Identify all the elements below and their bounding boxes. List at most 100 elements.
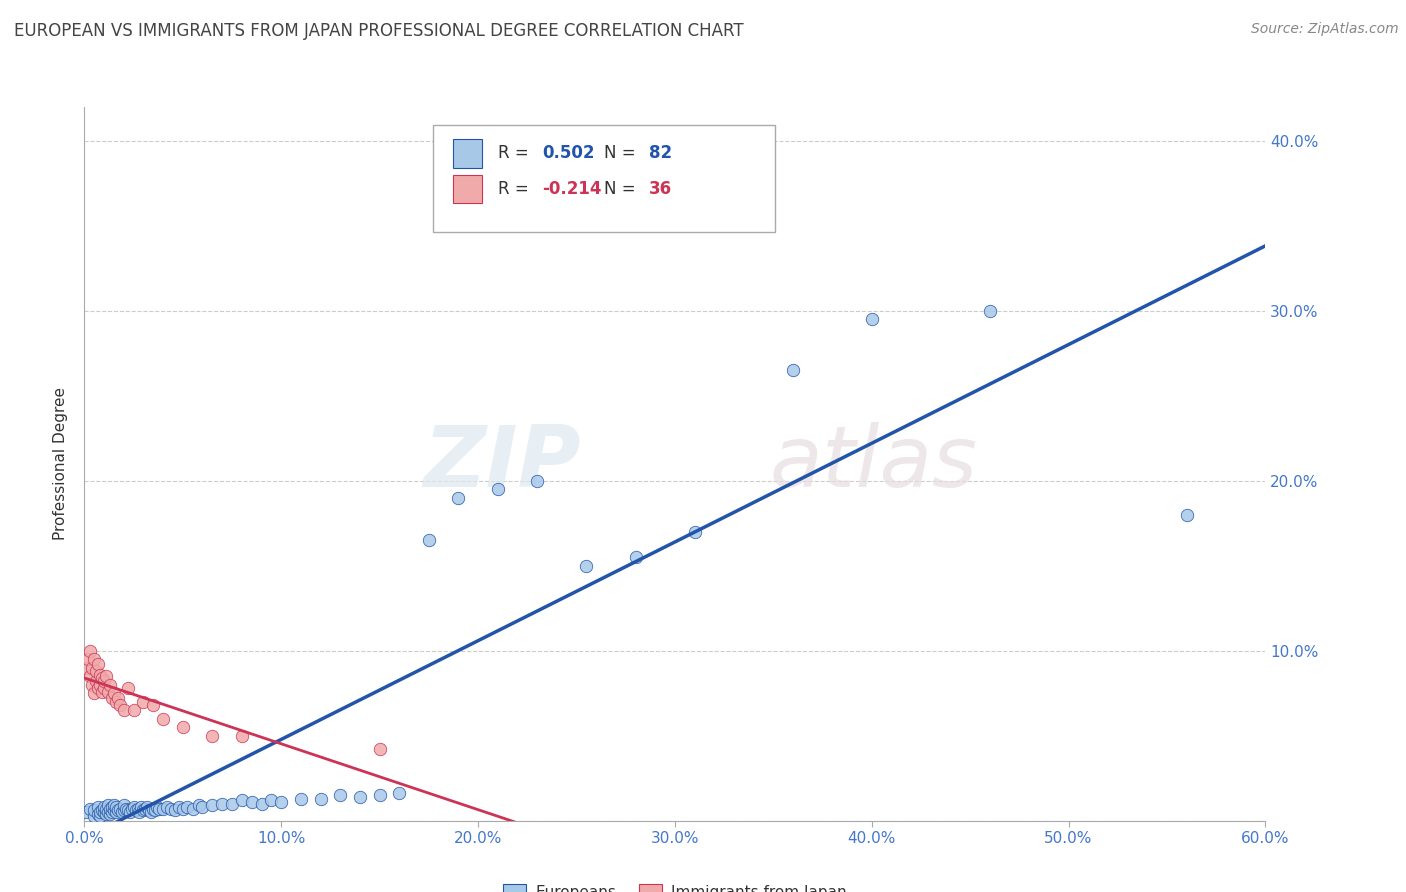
Point xyxy=(84,664,107,678)
Point xyxy=(132,804,155,818)
Point xyxy=(156,800,179,814)
Point xyxy=(75,805,97,819)
Point xyxy=(270,795,292,809)
Point xyxy=(388,787,411,801)
FancyBboxPatch shape xyxy=(453,175,482,203)
Legend: Europeans, Immigrants from Japan: Europeans, Immigrants from Japan xyxy=(496,878,853,892)
Point xyxy=(132,695,155,709)
Point xyxy=(83,652,105,666)
Point xyxy=(91,684,114,698)
Point xyxy=(418,533,440,548)
Point xyxy=(231,793,253,807)
Point xyxy=(368,788,391,802)
Point xyxy=(82,661,104,675)
FancyBboxPatch shape xyxy=(433,125,775,232)
Point xyxy=(181,802,204,816)
Point xyxy=(93,681,115,695)
Point xyxy=(79,644,101,658)
Text: N =: N = xyxy=(605,145,641,162)
Point xyxy=(97,805,120,819)
Point xyxy=(290,791,312,805)
Point xyxy=(104,800,127,814)
Point xyxy=(782,363,804,377)
Point xyxy=(93,674,115,689)
Point xyxy=(104,805,127,819)
Point xyxy=(250,797,273,811)
Point xyxy=(97,684,120,698)
Point xyxy=(117,804,139,818)
Text: 82: 82 xyxy=(650,145,672,162)
Text: 36: 36 xyxy=(650,180,672,198)
Text: atlas: atlas xyxy=(769,422,977,506)
Text: R =: R = xyxy=(498,145,534,162)
Point xyxy=(231,729,253,743)
Text: ZIP: ZIP xyxy=(423,422,581,506)
Text: EUROPEAN VS IMMIGRANTS FROM JAPAN PROFESSIONAL DEGREE CORRELATION CHART: EUROPEAN VS IMMIGRANTS FROM JAPAN PROFES… xyxy=(14,22,744,40)
Point xyxy=(91,804,114,818)
Point xyxy=(87,800,110,814)
Point xyxy=(117,681,139,695)
Point xyxy=(94,802,117,816)
Point xyxy=(98,802,121,816)
Point xyxy=(118,805,141,819)
Point xyxy=(89,667,111,681)
Point xyxy=(98,806,121,821)
Point xyxy=(349,789,371,804)
Point xyxy=(526,474,548,488)
Point xyxy=(101,805,124,819)
Point xyxy=(83,686,105,700)
Point xyxy=(1175,508,1198,522)
Point xyxy=(142,698,165,712)
Point xyxy=(146,800,169,814)
Point xyxy=(101,800,124,814)
Point xyxy=(172,802,194,816)
FancyBboxPatch shape xyxy=(453,139,482,168)
Point xyxy=(89,808,111,822)
Point xyxy=(447,491,470,505)
Point xyxy=(163,804,186,818)
Point xyxy=(114,802,136,816)
Point xyxy=(201,798,224,813)
Point xyxy=(201,729,224,743)
Point xyxy=(187,798,209,813)
Point xyxy=(128,805,150,819)
Point xyxy=(143,804,166,818)
Point xyxy=(107,691,129,706)
Point xyxy=(108,698,131,712)
Point xyxy=(683,524,706,539)
Point xyxy=(134,802,156,816)
Point xyxy=(94,806,117,821)
Point xyxy=(136,800,159,814)
Point xyxy=(148,802,170,816)
Point xyxy=(97,798,120,813)
Point xyxy=(89,805,111,819)
Point xyxy=(121,802,143,816)
Point xyxy=(124,804,146,818)
Point xyxy=(240,795,263,809)
Text: Source: ZipAtlas.com: Source: ZipAtlas.com xyxy=(1251,22,1399,37)
Point xyxy=(112,703,135,717)
Point xyxy=(309,791,332,805)
Point xyxy=(103,804,125,818)
Point xyxy=(84,674,107,689)
Point xyxy=(221,797,243,811)
Point xyxy=(575,558,598,573)
Point xyxy=(103,686,125,700)
Point xyxy=(160,802,183,816)
Point xyxy=(486,483,509,497)
Point xyxy=(260,793,283,807)
Point xyxy=(83,804,105,818)
Point xyxy=(979,304,1001,318)
Point xyxy=(141,805,163,819)
Point xyxy=(103,798,125,813)
Point xyxy=(138,804,160,818)
Point xyxy=(91,671,114,685)
Point xyxy=(152,802,174,816)
Y-axis label: Professional Degree: Professional Degree xyxy=(53,387,69,541)
Point xyxy=(127,802,149,816)
Point xyxy=(93,805,115,819)
Point xyxy=(211,797,233,811)
Text: 0.502: 0.502 xyxy=(543,145,595,162)
Point xyxy=(82,678,104,692)
Point xyxy=(131,800,153,814)
